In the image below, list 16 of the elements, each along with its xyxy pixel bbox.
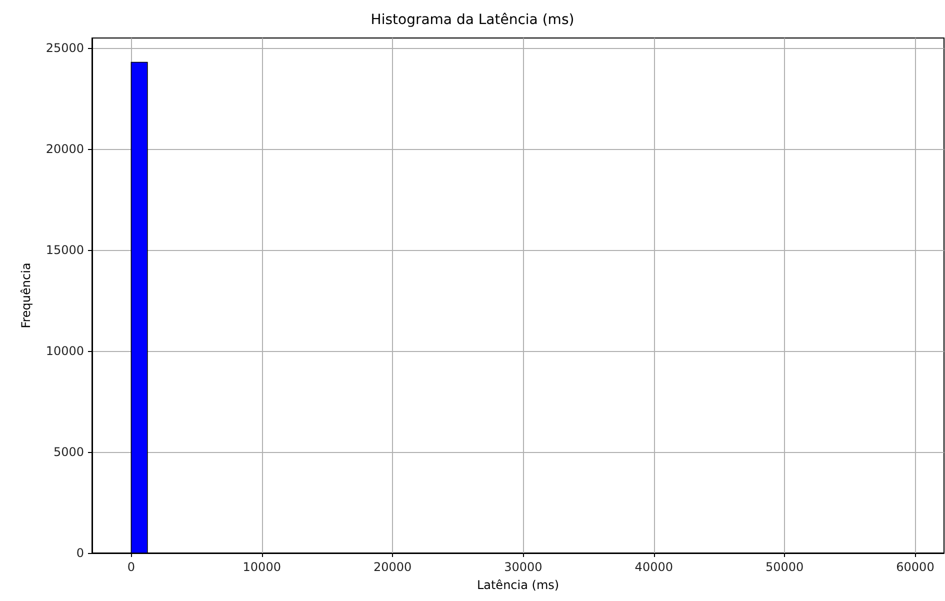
y-tick-label: 0: [76, 546, 84, 560]
x-tick-label: 40000: [634, 560, 673, 574]
y-tick-label: 25000: [46, 41, 84, 56]
x-tick-label: 20000: [373, 560, 412, 574]
x-tick-label: 10000: [242, 560, 281, 574]
y-tick-label: 5000: [53, 445, 84, 460]
y-tick-label: 10000: [46, 344, 84, 358]
x-tick-label: 0: [127, 560, 136, 574]
chart-title: Histograma da Latência (ms): [370, 12, 574, 28]
x-tick-label: 50000: [765, 560, 804, 574]
x-tick-label: 60000: [896, 560, 934, 574]
y-tick-label: 15000: [46, 243, 84, 258]
x-tick-label: 30000: [504, 560, 542, 574]
y-axis-title: Frequência: [19, 262, 33, 328]
x-axis-title: Latência (ms): [476, 578, 560, 592]
y-tick-label: 20000: [46, 142, 84, 156]
